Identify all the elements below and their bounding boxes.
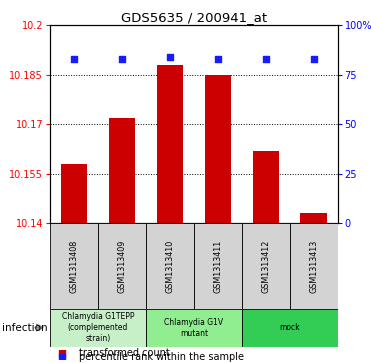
Bar [242, 309, 338, 347]
Text: GSM1313411: GSM1313411 [213, 239, 222, 293]
Point [263, 56, 269, 62]
Bar [146, 223, 194, 309]
Text: GSM1313409: GSM1313409 [118, 239, 127, 293]
Text: GSM1313413: GSM1313413 [309, 239, 318, 293]
Bar [157, 65, 183, 223]
Point [215, 56, 221, 62]
Point [59, 354, 65, 360]
Bar [109, 118, 135, 223]
Bar [194, 223, 242, 309]
Text: transformed count: transformed count [79, 348, 170, 358]
Bar [301, 213, 327, 223]
Title: GDS5635 / 200941_at: GDS5635 / 200941_at [121, 11, 267, 24]
Text: GSM1313408: GSM1313408 [69, 239, 79, 293]
Text: mock: mock [279, 323, 300, 332]
Point [311, 56, 316, 62]
Bar [98, 223, 146, 309]
Text: GSM1313412: GSM1313412 [261, 239, 270, 293]
Text: infection: infection [2, 323, 47, 333]
Point [119, 56, 125, 62]
Text: Chlamydia G1V
mutant: Chlamydia G1V mutant [164, 318, 223, 338]
Bar [61, 164, 87, 223]
Bar [205, 75, 231, 223]
Bar [50, 223, 98, 309]
Text: Chlamydia G1TEPP
(complemented
strain): Chlamydia G1TEPP (complemented strain) [62, 312, 134, 343]
Bar [242, 223, 290, 309]
Point [167, 54, 173, 60]
Bar [290, 223, 338, 309]
Bar [253, 151, 279, 223]
Text: GSM1313410: GSM1313410 [165, 239, 174, 293]
Point [71, 56, 77, 62]
Bar [50, 309, 146, 347]
Bar [146, 309, 242, 347]
Text: percentile rank within the sample: percentile rank within the sample [79, 352, 244, 362]
Point [59, 350, 65, 356]
